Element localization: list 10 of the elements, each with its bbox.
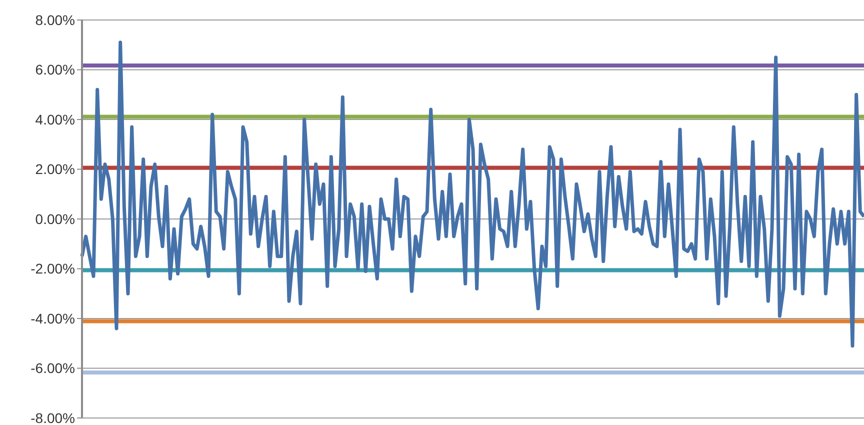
- y-tick-label: -2.00%: [30, 260, 75, 277]
- y-tick-label: -8.00%: [30, 410, 75, 425]
- y-tick-label: 4.00%: [35, 111, 75, 128]
- y-tick-label: 0.00%: [35, 210, 75, 227]
- y-tick-label: 6.00%: [35, 62, 75, 78]
- y-tick-label: 2.00%: [35, 161, 75, 178]
- y-tick-label: -6.00%: [30, 360, 75, 376]
- line-series: [80, 40, 864, 348]
- y-tick-label: -4.00%: [30, 310, 75, 326]
- y-tick-label: 8.00%: [35, 12, 75, 28]
